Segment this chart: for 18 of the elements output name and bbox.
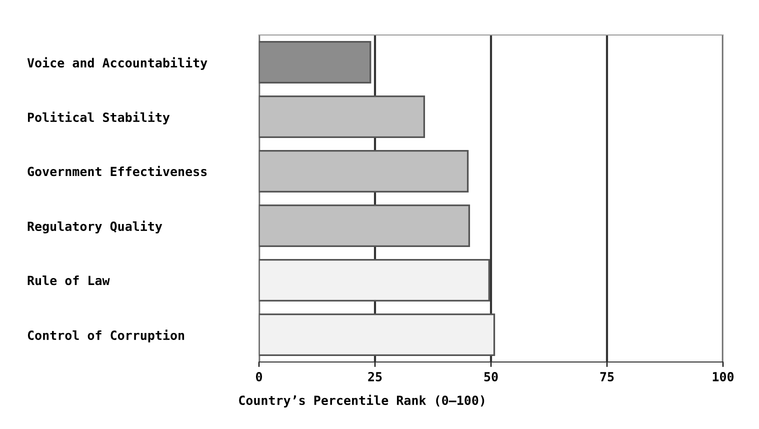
x-axis-title: Country’s Percentile Rank (0–100): [239, 394, 484, 408]
y-tick-label: Government Effectiveness: [28, 166, 207, 176]
bar: [259, 204, 470, 248]
y-tick-label: Voice and Accountability: [27, 57, 208, 70]
y-tick-label: Regulatory Quality: [28, 220, 162, 234]
x-tick-label: 75: [600, 372, 614, 382]
x-tick-label: 50: [484, 372, 498, 382]
x-tick-label: 25: [368, 372, 382, 382]
y-tick-label: Rule of Law: [28, 276, 110, 286]
bar: [259, 258, 490, 302]
y-tick-label: Political Stability: [28, 112, 170, 124]
bar: [259, 313, 496, 356]
x-tick-label: 0: [256, 372, 262, 382]
x-tick-label: 100: [712, 372, 734, 382]
bar: [259, 40, 372, 84]
y-tick-label: Control of Corruption: [28, 330, 184, 342]
bar: [259, 95, 426, 138]
bar: [259, 150, 469, 193]
